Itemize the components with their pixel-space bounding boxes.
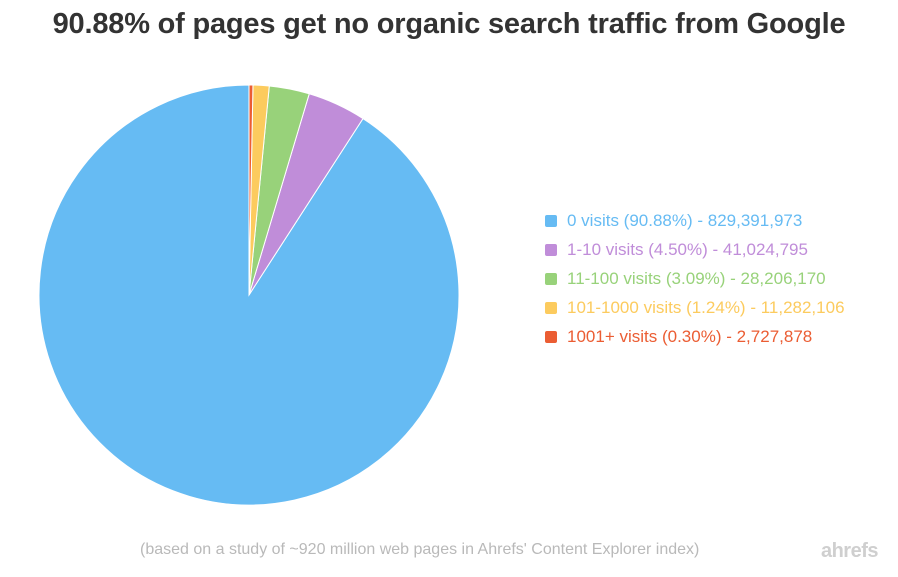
legend: 0 visits (90.88%) - 829,391,973 1-10 vis…	[545, 206, 845, 351]
footnote: (based on a study of ~920 million web pa…	[140, 541, 700, 558]
legend-swatch	[545, 272, 557, 285]
legend-swatch	[545, 214, 557, 227]
legend-label: 0 visits (90.88%) - 829,391,973	[567, 210, 803, 230]
legend-swatch	[545, 301, 557, 314]
legend-item-11-100-visits: 11-100 visits (3.09%) - 28,206,170	[545, 264, 845, 293]
legend-item-1-10-visits: 1-10 visits (4.50%) - 41,024,795	[545, 235, 845, 264]
legend-label: 1-10 visits (4.50%) - 41,024,795	[567, 239, 808, 259]
legend-item-1001-plus-visits: 1001+ visits (0.30%) - 2,727,878	[545, 322, 845, 351]
legend-swatch	[545, 330, 557, 343]
chart-title: 90.88% of pages get no organic search tr…	[52, 8, 846, 40]
ahrefs-logo: ahrefs	[820, 540, 879, 562]
legend-item-101-1000-visits: 101-1000 visits (1.24%) - 11,282,106	[545, 293, 845, 322]
legend-label: 101-1000 visits (1.24%) - 11,282,106	[567, 297, 845, 317]
pie-slice-4	[248, 84, 254, 296]
legend-item-0-visits: 0 visits (90.88%) - 829,391,973	[545, 206, 845, 235]
legend-label: 11-100 visits (3.09%) - 28,206,170	[567, 268, 826, 288]
legend-label: 1001+ visits (0.30%) - 2,727,878	[567, 326, 813, 346]
legend-swatch	[545, 243, 557, 256]
